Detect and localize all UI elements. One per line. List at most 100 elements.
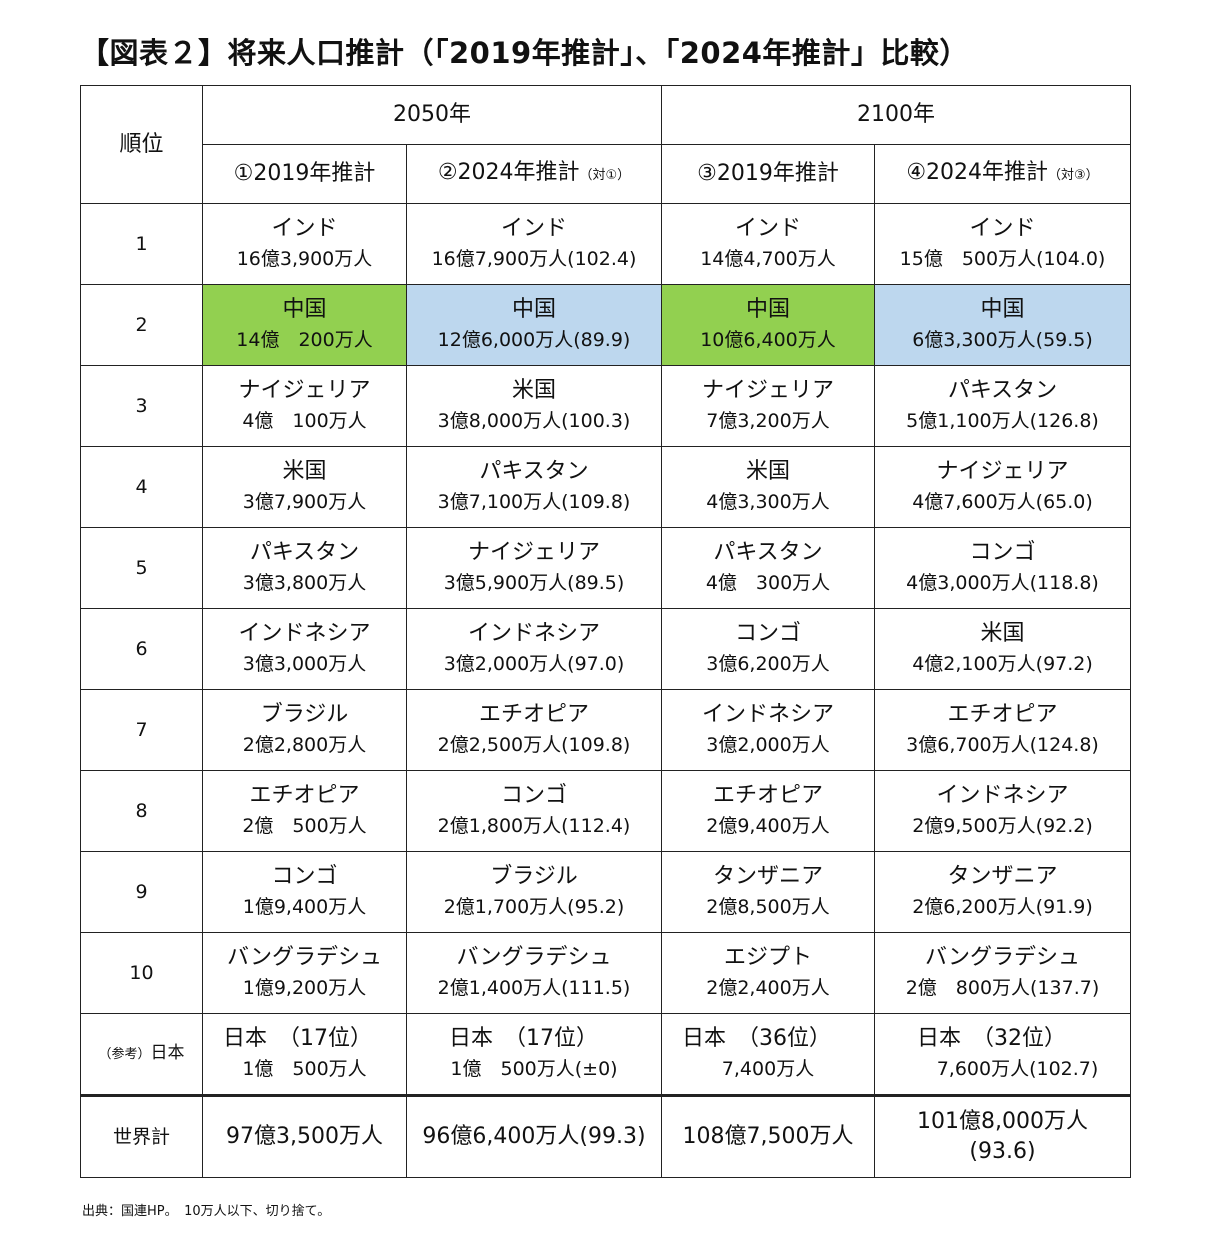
country-name: エジプト: [723, 945, 812, 970]
rank-header: 順位: [80, 85, 203, 204]
country-name: インド: [271, 216, 338, 241]
country-name: バングラデシュ: [456, 945, 612, 970]
population-value: 2億6,200万人(91.9): [912, 896, 1093, 918]
reference-cell: 日本 （17位） 1億 500万人: [202, 1013, 407, 1097]
country-name: インドネシア: [936, 783, 1069, 808]
rank-cell: 1: [80, 203, 203, 285]
rank-cell: 2: [80, 284, 203, 366]
world-cell: 96億6,400万人(99.3): [406, 1095, 662, 1178]
population-value: 15億 500万人(104.0): [899, 248, 1106, 270]
table-row: 8 エチオピア 2億 500万人 コンゴ 2億1,800万人(112.4) エチオピア 2億…: [80, 770, 1131, 852]
table-row: 3 ナイジェリア 4億 100万人 米国 3億8,000万人(100.3) ナイジェリア 7…: [80, 365, 1131, 447]
country-name: インド: [734, 216, 801, 241]
country-name: インドネシア: [701, 702, 834, 727]
rank-cell: 4: [80, 446, 203, 528]
country-name: パキスタン: [479, 459, 589, 484]
country-cell: コンゴ 1億9,400万人: [202, 851, 407, 933]
population-value: 12億6,000万人(89.9): [437, 329, 631, 351]
population-value: 2億2,400万人: [706, 977, 830, 999]
table-row: 2 中国 14億 200万人 中国 12億6,000万人(89.9) 中国 10億6,400…: [80, 284, 1131, 366]
country-cell: 中国 10億6,400万人: [661, 284, 875, 366]
country-cell: インド 15億 500万人(104.0): [874, 203, 1131, 285]
country-cell: ナイジェリア 4億 100万人: [202, 365, 407, 447]
country-cell: コンゴ 4億3,000万人(118.8): [874, 527, 1131, 609]
world-cell: 97億3,500万人: [202, 1095, 407, 1178]
population-value: 16億3,900万人: [236, 248, 373, 270]
population-value: 4億 100万人: [242, 410, 367, 432]
country-name: インド: [500, 216, 567, 241]
rank-cell: 9: [80, 851, 203, 933]
reference-cell: 日本 （32位） 7,600万人(102.7): [874, 1013, 1131, 1097]
country-cell: 中国 14億 200万人: [202, 284, 407, 366]
year-2050-header: 2050年: [202, 85, 662, 145]
population-table: 順位 2050年 2100年 ①2019年推計 ②2024年推計（対①） ③20…: [80, 85, 1131, 1178]
population-value: 2億8,500万人: [706, 896, 830, 918]
country-cell: ナイジェリア 7億3,200万人: [661, 365, 875, 447]
country-cell: パキスタン 3億7,100万人(109.8): [406, 446, 662, 528]
population-value: 3億5,900万人(89.5): [443, 572, 625, 594]
population-value: 2億2,500万人(109.8): [437, 734, 631, 756]
rank-cell: 10: [80, 932, 203, 1014]
country-name: コンゴ: [969, 540, 1036, 565]
country-name: ナイジェリア: [467, 540, 600, 565]
table-row: 5 パキスタン 3億3,800万人 ナイジェリア 3億5,900万人(89.5) パキスタ…: [80, 527, 1131, 609]
country-name: インドネシア: [238, 621, 371, 646]
population-value: 14億 200万人: [236, 329, 373, 351]
country-cell: パキスタン 4億 300万人: [661, 527, 875, 609]
col4-note: （対③）: [1048, 167, 1099, 183]
page-title: 【図表２】将来人口推計（「2019年推計」、「2024年推計」比較）: [80, 36, 969, 70]
population-value: 7億3,200万人: [706, 410, 830, 432]
table-row: 10 バングラデシュ 1億9,200万人 バングラデシュ 2億1,400万人(111.5…: [80, 932, 1131, 1014]
population-value: 2億 500万人: [242, 815, 367, 837]
country-cell: コンゴ 3億6,200万人: [661, 608, 875, 690]
country-cell: ナイジェリア 4億7,600万人(65.0): [874, 446, 1131, 528]
country-name: 米国: [282, 459, 327, 484]
population-value: 3億3,800万人: [242, 572, 367, 594]
country-cell: タンザニア 2億8,500万人: [661, 851, 875, 933]
population-value: 16億7,900万人(102.4): [431, 248, 637, 270]
country-cell: エチオピア 2億9,400万人: [661, 770, 875, 852]
population-value: 3億8,000万人(100.3): [437, 410, 631, 432]
table-row: 4 米国 3億7,900万人 パキスタン 3億7,100万人(109.8) 米国 4億3,3…: [80, 446, 1131, 528]
country-name: パキスタン: [713, 540, 823, 565]
population-value: 3億6,200万人: [706, 653, 830, 675]
country-name: ブラジル: [490, 864, 578, 889]
country-cell: ナイジェリア 3億5,900万人(89.5): [406, 527, 662, 609]
population-value: 2億1,700万人(95.2): [443, 896, 625, 918]
country-cell: インドネシア 3億2,000万人(97.0): [406, 608, 662, 690]
country-cell: エジプト 2億2,400万人: [661, 932, 875, 1014]
country-cell: バングラデシュ 2億 800万人(137.7): [874, 932, 1131, 1014]
country-name: 米国: [511, 378, 556, 403]
country-cell: 米国 4億3,300万人: [661, 446, 875, 528]
country-cell: インドネシア 3億3,000万人: [202, 608, 407, 690]
rank-cell: 5: [80, 527, 203, 609]
rank-cell: 6: [80, 608, 203, 690]
country-cell: エチオピア 3億6,700万人(124.8): [874, 689, 1131, 771]
reference-cell: 日本 （36位） 7,400万人: [661, 1013, 875, 1097]
country-cell: バングラデシュ 1億9,200万人: [202, 932, 407, 1014]
country-name: タンザニア: [712, 864, 823, 889]
reference-cell: 日本 （17位） 1億 500万人(±0): [406, 1013, 662, 1097]
population-value: 2億1,400万人(111.5): [437, 977, 631, 999]
col3-header: ③2019年推計: [661, 144, 875, 204]
country-cell: エチオピア 2億 500万人: [202, 770, 407, 852]
world-label: 世界計: [80, 1095, 203, 1178]
country-name: エチオピア: [249, 783, 360, 808]
population-value: 3億2,000万人: [706, 734, 830, 756]
country-name: バングラデシュ: [226, 945, 383, 970]
country-cell: パキスタン 5億1,100万人(126.8): [874, 365, 1131, 447]
population-value: 2億2,800万人: [242, 734, 367, 756]
population-value: 3億7,100万人(109.8): [437, 491, 631, 513]
col2-header: ②2024年推計（対①）: [406, 144, 662, 204]
year-2100-header: 2100年: [661, 85, 1131, 145]
country-name: コンゴ: [734, 621, 801, 646]
country-name: コンゴ: [271, 864, 338, 889]
rank-cell: 3: [80, 365, 203, 447]
country-name: 米国: [980, 621, 1025, 646]
country-name: パキスタン: [249, 540, 360, 565]
population-value: 4億2,100万人(97.2): [912, 653, 1093, 675]
country-name: 中国: [980, 297, 1025, 322]
country-name: ナイジェリア: [701, 378, 834, 403]
country-name: 中国: [282, 297, 327, 322]
rank-cell: 8: [80, 770, 203, 852]
